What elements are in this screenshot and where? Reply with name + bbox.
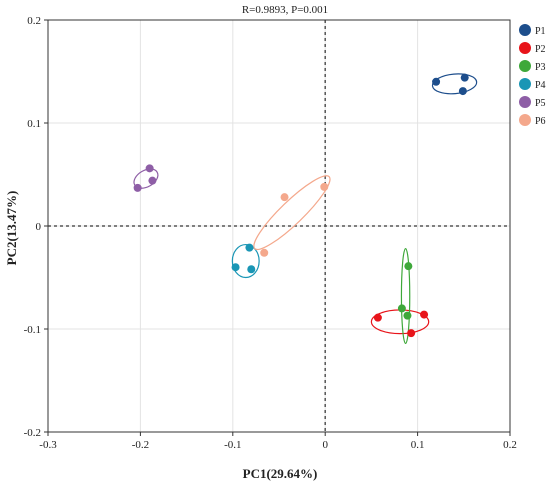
x-axis-title: PC1(29.64%)	[243, 466, 318, 481]
point-p5	[133, 183, 142, 192]
ellipse-p4	[231, 243, 260, 279]
y-tick-label: -0.2	[24, 427, 41, 439]
zero-reference-lines	[48, 20, 510, 432]
legend-marker-p1	[519, 24, 531, 36]
ellipse-p5	[133, 168, 159, 189]
x-tick-label: -0.2	[132, 439, 149, 451]
point-p1	[458, 87, 467, 96]
confidence-ellipses	[133, 73, 478, 345]
x-tick-label: -0.1	[224, 439, 241, 451]
legend-marker-p4	[519, 78, 531, 90]
legend-label-p4: P4	[535, 80, 546, 91]
legend-label-p2: P2	[535, 44, 546, 55]
chart-title: R=0.9893, P=0.001	[242, 4, 328, 16]
x-axis-ticks: -0.3 -0.2 -0.1 0 0.1 0.2	[39, 432, 517, 451]
ellipse-p3	[400, 248, 411, 345]
x-tick-label: 0.1	[411, 439, 425, 451]
point-p3	[397, 304, 406, 313]
ellipse-p1	[431, 73, 478, 95]
y-tick-label: 0.2	[27, 15, 41, 27]
y-tick-label: 0	[36, 221, 42, 233]
point-p5	[145, 164, 154, 173]
legend-marker-p3	[519, 60, 531, 72]
y-axis-ticks: 0.2 0.1 0 -0.1 -0.2	[24, 15, 48, 439]
point-p4	[231, 263, 240, 272]
point-p3	[403, 311, 412, 320]
legend: P1 P2 P3 P4 P5 P6	[519, 24, 546, 127]
point-p4	[247, 265, 256, 274]
y-tick-label: 0.1	[27, 118, 41, 130]
ellipse-p6	[253, 175, 331, 251]
data-points	[133, 73, 469, 338]
legend-label-p1: P1	[535, 26, 546, 37]
legend-marker-p5	[519, 96, 531, 108]
legend-label-p5: P5	[535, 98, 546, 109]
x-tick-label: -0.3	[39, 439, 57, 451]
x-tick-label: 0	[322, 439, 328, 451]
point-p3	[404, 262, 413, 271]
x-tick-label: 0.2	[503, 439, 517, 451]
legend-marker-p6	[519, 114, 531, 126]
point-p4	[245, 243, 254, 252]
point-p1	[432, 77, 441, 86]
point-p2	[373, 313, 382, 322]
y-axis-title: PC2(13.47%)	[4, 191, 19, 266]
legend-label-p6: P6	[535, 116, 546, 127]
point-p5	[148, 176, 157, 185]
point-p1	[460, 73, 469, 82]
point-p6	[260, 248, 269, 257]
point-p6	[280, 193, 289, 202]
legend-marker-p2	[519, 42, 531, 54]
y-tick-label: -0.1	[24, 324, 41, 336]
point-p6	[320, 182, 329, 191]
ellipse-p2	[370, 309, 430, 335]
point-p2	[420, 310, 429, 319]
legend-label-p3: P3	[535, 62, 546, 73]
point-p2	[407, 329, 416, 338]
